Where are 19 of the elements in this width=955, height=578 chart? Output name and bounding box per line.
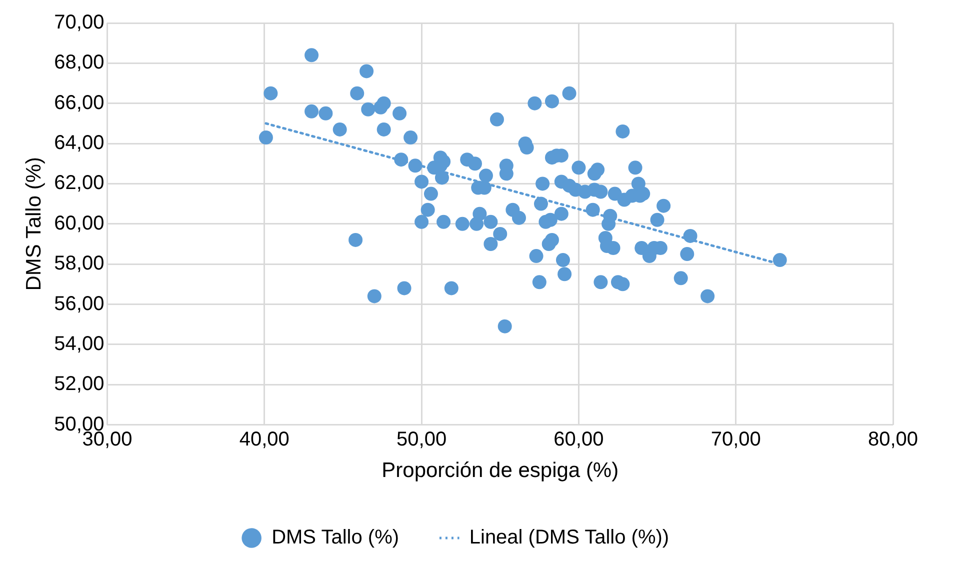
y-tick-label: 56,00 bbox=[54, 292, 104, 315]
x-tick-label: 60,00 bbox=[554, 428, 604, 450]
y-tick-label: 62,00 bbox=[54, 172, 104, 194]
y-tick-label: 68,00 bbox=[54, 52, 104, 74]
y-tick-label: 58,00 bbox=[54, 252, 104, 275]
y-tick-label: 66,00 bbox=[54, 92, 104, 114]
y-tick-label: 52,00 bbox=[54, 373, 104, 396]
y-tick-label: 60,00 bbox=[54, 212, 104, 234]
legend-label: Lineal (DMS Tallo (%)) bbox=[469, 526, 670, 549]
legend-label: DMS Tallo (%) bbox=[272, 526, 400, 549]
x-tick-label: 50,00 bbox=[396, 428, 447, 450]
x-tick-label: 80,00 bbox=[868, 428, 918, 450]
y-tick-label: 64,00 bbox=[54, 132, 104, 154]
x-tick-label: 70,00 bbox=[710, 428, 761, 450]
x-tick-label: 40,00 bbox=[239, 428, 290, 450]
y-axis-title: DMS Tallo (%) bbox=[22, 156, 46, 291]
x-axis-title: Proporción de espiga (%) bbox=[382, 459, 619, 482]
y-tick-label: 54,00 bbox=[54, 332, 104, 355]
y-tick-label: 70,00 bbox=[54, 12, 104, 34]
